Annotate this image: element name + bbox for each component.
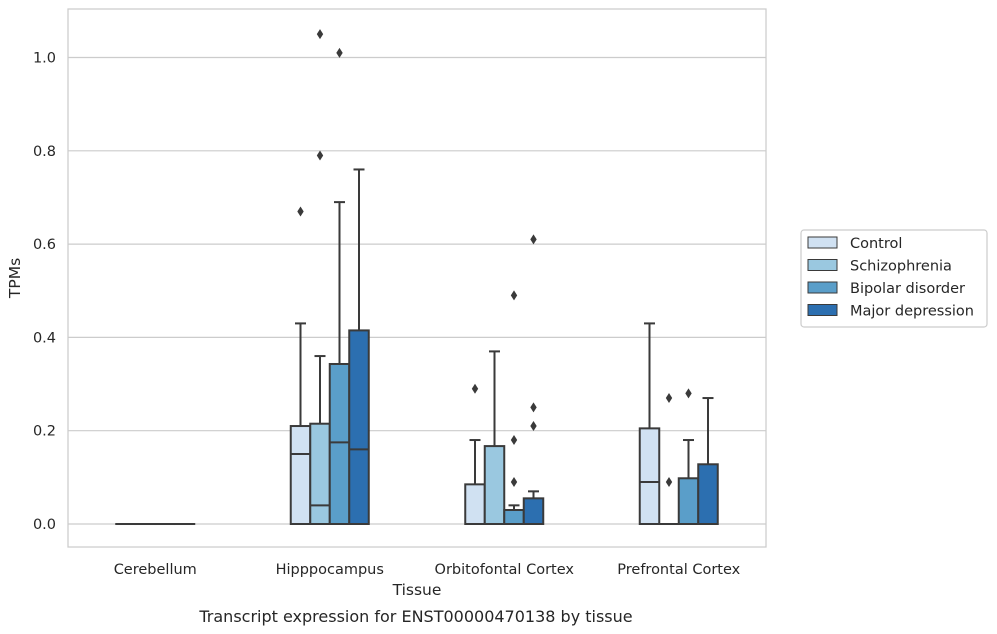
box-body (522, 497, 545, 525)
x-tick-label: Cerebellum (114, 562, 197, 578)
legend-swatch (807, 281, 838, 294)
y-tick-label: 0.2 (33, 424, 56, 440)
legend-label: Schizophrenia (850, 259, 952, 275)
chart-caption: Transcript expression for ENST0000047013… (198, 607, 632, 626)
box-body (309, 422, 331, 526)
box-plot-series (115, 29, 719, 526)
outlier-point (530, 234, 537, 245)
box (309, 29, 331, 526)
outlier-point (685, 388, 692, 399)
box-body (464, 483, 486, 526)
y-tick-label: 0.4 (33, 330, 56, 346)
y-tick-label: 0.6 (33, 237, 56, 253)
legend-frame (800, 229, 988, 328)
y-tick-label: 1.0 (33, 51, 56, 67)
outlier-point (665, 477, 673, 488)
y-axis-label: TPMs (6, 258, 24, 299)
outlier-point (530, 421, 537, 432)
y-axis-ticks: 0.0 0.2 0.4 0.6 0.8 1.0 (33, 51, 56, 534)
outlier-point (336, 47, 343, 58)
outlier-point (471, 383, 479, 394)
legend-swatch (807, 236, 838, 249)
outlier-point (316, 29, 324, 40)
box-body (328, 362, 351, 526)
box-body (503, 509, 525, 526)
outlier-point (665, 393, 673, 404)
box-body (677, 477, 700, 525)
outlier-point (316, 150, 324, 161)
box (697, 397, 719, 525)
box-body (638, 427, 661, 525)
legend-swatch (807, 304, 838, 316)
box (658, 393, 680, 526)
outlier-point (297, 206, 304, 217)
legend-label: Control (850, 236, 902, 252)
x-tick-label: Orbitofontal Cortex (435, 562, 575, 578)
box (348, 168, 370, 525)
outlier-point (510, 290, 518, 301)
box-body (697, 463, 719, 525)
gridlines (68, 56, 766, 525)
y-tick-label: 0.0 (33, 517, 56, 533)
box (289, 206, 312, 525)
box (464, 383, 486, 526)
box-body (348, 329, 370, 525)
outlier-point (530, 402, 537, 413)
outlier-point (510, 435, 518, 446)
legend-swatch (807, 259, 838, 271)
box (638, 322, 661, 525)
legend-label: Major depression (850, 304, 974, 320)
x-tick-label: Prefrontal Cortex (617, 562, 740, 578)
series-major-depression (173, 168, 719, 526)
box (522, 234, 545, 525)
legend: Control Schizophrenia Bipolar disorder Majo… (800, 229, 988, 328)
series-bipolar-disorder (154, 47, 700, 526)
x-axis-ticks: Cerebellum Hipppocampus Orbitofontal Corte… (114, 562, 741, 578)
box (677, 388, 700, 525)
box-body (289, 425, 312, 525)
box-body (483, 445, 506, 526)
box (328, 47, 351, 526)
legend-label: Bipolar disorder (850, 281, 965, 297)
box (503, 290, 525, 526)
series-control (115, 206, 661, 526)
box (483, 350, 506, 526)
x-axis-label: Tissue (392, 581, 442, 599)
x-tick-label: Hipppocampus (276, 562, 384, 578)
plot-frame (67, 8, 767, 548)
series-schizophrenia (134, 29, 680, 526)
outlier-point (510, 477, 518, 488)
y-tick-label: 0.8 (33, 144, 56, 160)
